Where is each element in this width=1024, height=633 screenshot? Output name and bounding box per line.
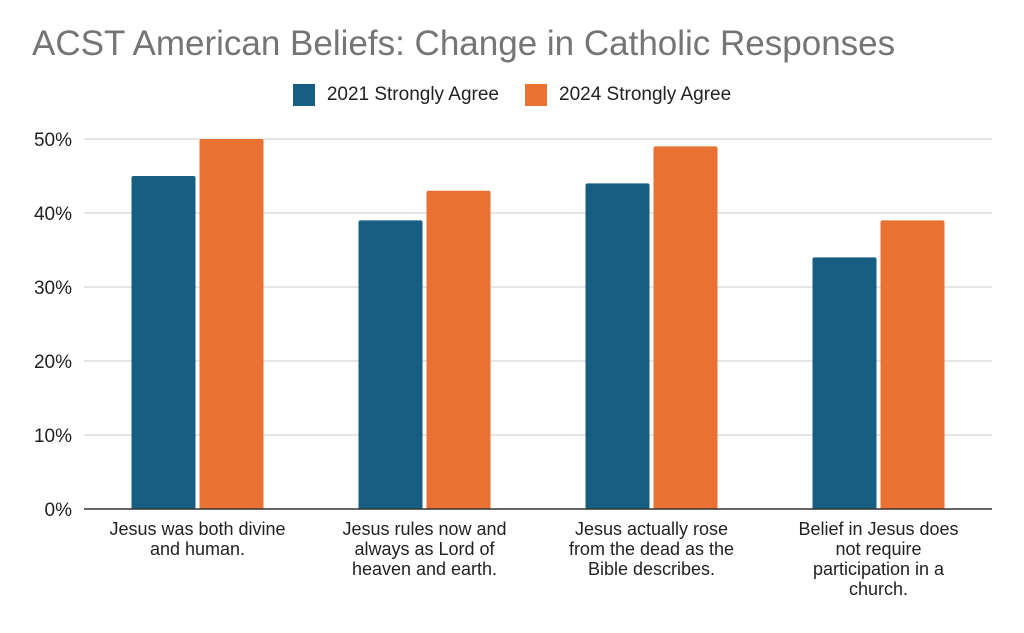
- category-label-3-line-3: church.: [849, 579, 908, 599]
- y-tick-label-3: 30%: [34, 278, 72, 299]
- category-label-0-line-0: Jesus was both divine: [109, 519, 285, 539]
- y-tick-label-0: 0%: [45, 500, 73, 521]
- bar-series0-cat2: [585, 183, 650, 509]
- bar-series0-cat0: [131, 176, 196, 509]
- category-label-3-line-1: not require: [835, 539, 921, 559]
- y-tick-label-4: 40%: [34, 204, 72, 225]
- legend-label-2021: 2021 Strongly Agree: [326, 84, 499, 105]
- bar-series0-cat1: [358, 220, 423, 509]
- chart-title: ACST American Beliefs: Change in Catholi…: [32, 24, 896, 63]
- bar-series1-cat3: [880, 220, 945, 509]
- legend: 2021 Strongly Agree 2024 Strongly Agree: [0, 84, 1024, 106]
- bar-series1-cat1: [426, 190, 491, 510]
- y-axis-ticks: 0% 10% 20% 30% 40% 50%: [34, 130, 72, 521]
- y-tick-label-2: 20%: [34, 352, 72, 373]
- category-label-3-line-2: participation in a: [813, 559, 945, 579]
- legend-item-2024: 2024 Strongly Agree: [525, 84, 731, 106]
- category-label-2-line-2: Bible describes.: [588, 559, 715, 579]
- bars: [131, 139, 945, 510]
- y-tick-label-5: 50%: [34, 130, 72, 151]
- legend-swatch-2021: [292, 84, 315, 106]
- category-label-1-line-1: always as Lord of: [354, 539, 495, 559]
- bar-series1-cat0: [199, 139, 264, 509]
- category-label-2-line-0: Jesus actually rose: [575, 519, 728, 539]
- category-label-1-line-0: Jesus rules now and: [342, 519, 506, 539]
- bar-series0-cat3: [812, 257, 877, 509]
- category-label-3-line-0: Belief in Jesus does: [798, 519, 958, 539]
- bar-series1-cat2: [653, 146, 718, 509]
- category-label-1-line-2: heaven and earth.: [352, 559, 497, 579]
- y-tick-label-1: 10%: [34, 426, 72, 447]
- legend-swatch-2024: [525, 84, 547, 106]
- legend-item-2021: 2021 Strongly Agree: [292, 84, 499, 106]
- legend-label-2024: 2024 Strongly Agree: [559, 84, 732, 105]
- category-label-0-line-1: and human.: [150, 539, 245, 559]
- category-label-2-line-1: from the dead as the: [569, 539, 734, 559]
